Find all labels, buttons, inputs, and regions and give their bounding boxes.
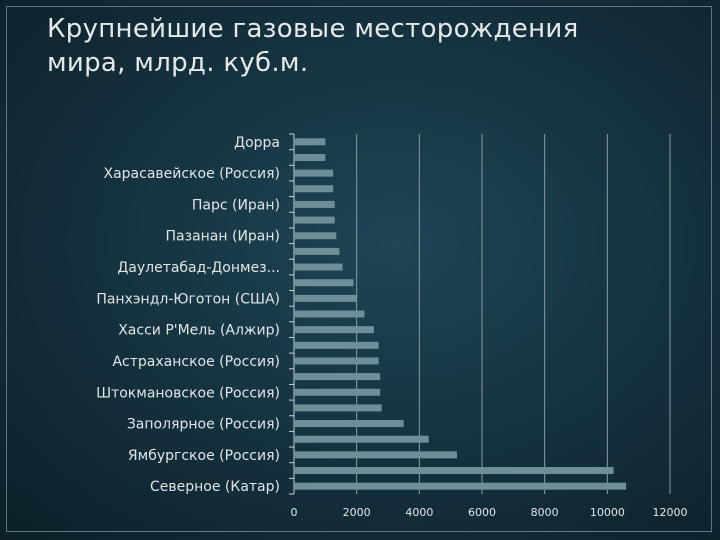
bar <box>294 169 334 177</box>
x-tick-label: 10000 <box>590 506 625 519</box>
category-label: Харасавейское (Россия) <box>103 166 280 182</box>
category-label: Северное (Катар) <box>150 479 280 495</box>
bar <box>294 435 429 443</box>
x-tick-label: 0 <box>291 506 298 519</box>
bar <box>294 341 379 349</box>
bar <box>294 482 627 490</box>
category-label: Астраханское (Россия) <box>112 354 280 370</box>
bar <box>294 294 357 302</box>
category-label: Дорра <box>234 135 280 151</box>
category-label: Даулетабад-Донмез... <box>117 260 280 276</box>
category-label: Ямбургское (Россия) <box>128 448 280 464</box>
x-tick-label: 8000 <box>531 506 559 519</box>
bar <box>294 232 337 240</box>
bar <box>294 200 335 208</box>
category-label: Заполярное (Россия) <box>127 417 280 433</box>
title-line-2: мира, млрд. куб.м. <box>47 48 309 78</box>
bar <box>294 388 381 396</box>
bar <box>294 404 382 412</box>
slide-title: Крупнейшие газовые месторождения мира, м… <box>47 12 667 80</box>
bar <box>294 138 326 146</box>
bar <box>294 216 335 224</box>
category-label: Хасси Р'Мель (Алжир) <box>118 323 280 339</box>
bar <box>294 310 365 318</box>
bar <box>294 420 404 428</box>
bar <box>294 357 379 365</box>
bar <box>294 279 354 287</box>
title-line-1: Крупнейшие газовые месторождения <box>47 14 579 44</box>
bar <box>294 185 334 193</box>
bar <box>294 153 326 161</box>
bar <box>294 326 374 334</box>
category-label: Парс (Иран) <box>192 197 280 213</box>
category-label: Пазанан (Иран) <box>166 229 280 245</box>
x-tick-label: 12000 <box>653 506 688 519</box>
category-label: Штокмановское (Россия) <box>96 385 280 401</box>
x-tick-label: 6000 <box>468 506 496 519</box>
bar <box>294 451 457 459</box>
category-label: Панхэндл-Юготон (США) <box>96 291 280 307</box>
bar <box>294 467 614 475</box>
bar <box>294 247 340 255</box>
x-tick-label: 4000 <box>405 506 433 519</box>
bar <box>294 373 381 381</box>
x-tick-label: 2000 <box>343 506 371 519</box>
bar <box>294 263 343 271</box>
